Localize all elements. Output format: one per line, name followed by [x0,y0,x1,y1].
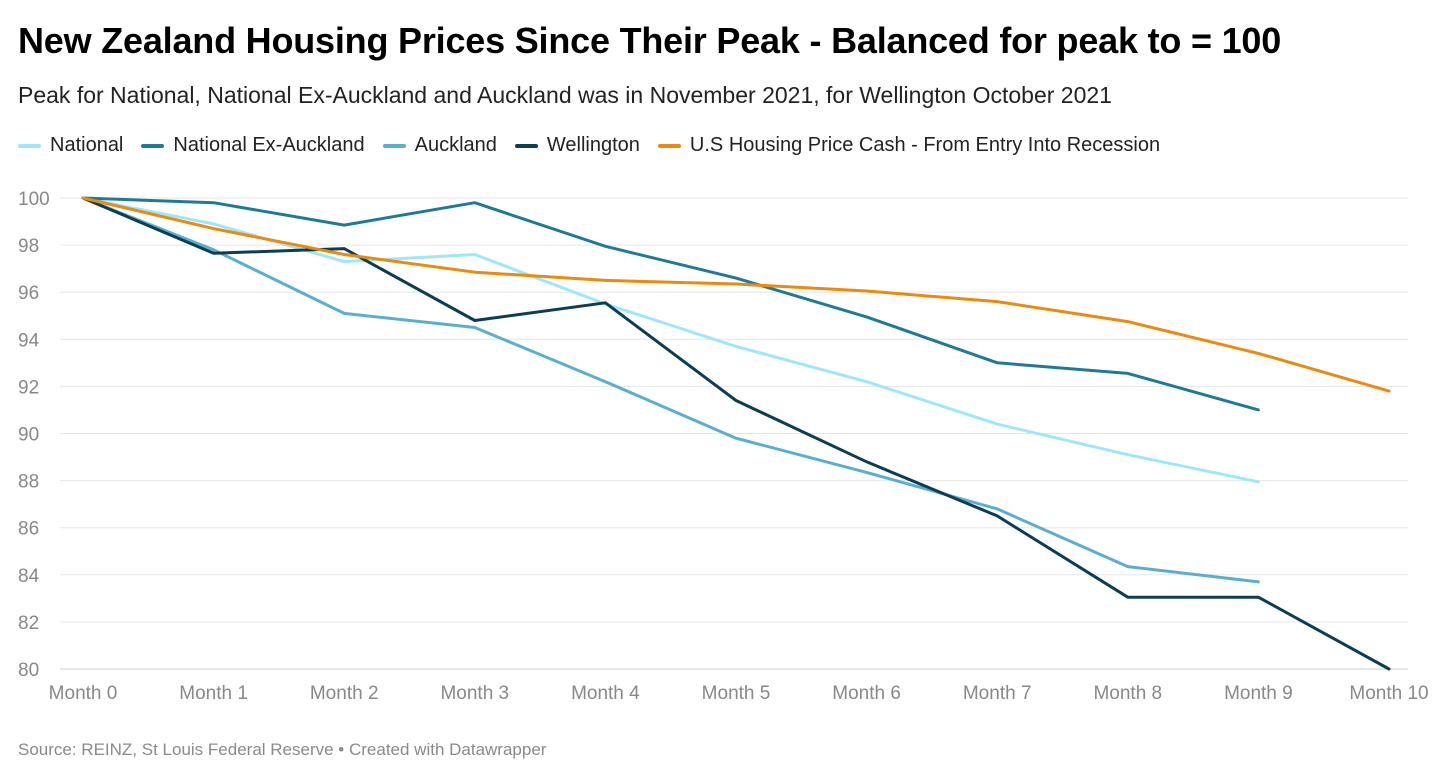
y-tick-label: 84 [18,566,40,587]
legend-label: Wellington [546,134,640,156]
legend-swatch [382,143,406,148]
series-line-auckland [81,196,1260,584]
series-lines [81,196,1391,671]
x-tick-label: Month 4 [571,683,640,704]
legend-swatch [18,143,41,148]
legend-item: Auckland [382,134,497,157]
legend-item: U.S Housing Price Cash - From Entry Into… [657,134,1161,157]
x-tick-label: Month 1 [179,683,248,704]
y-tick-label: 92 [18,377,39,398]
legend-label: Auckland [414,134,497,156]
x-tick-label: Month 7 [963,683,1032,704]
legend-label: National [50,134,124,156]
legend-item: National Ex-Auckland [141,134,365,157]
x-tick-label: Month 0 [49,683,118,704]
y-tick-label: 88 [18,472,39,493]
x-axis-ticks: Month 0 Month 1 Month 2 Month 3 Month 4 Month… [49,683,1429,704]
series-line-national [81,196,1260,484]
legend-label: National Ex-Auckland [173,134,365,156]
chart-title: New Zealand Housing Prices Since Their P… [18,20,1282,61]
chart-subtitle: Peak for National, National Ex-Auckland … [18,82,1112,108]
series-line-national-ex-auckland [81,196,1260,412]
y-tick-label: 98 [18,236,39,257]
x-tick-label: Month 8 [1093,683,1162,704]
legend: National National Ex-Auckland Auckland Well… [18,134,1178,157]
y-tick-label: 100 [18,189,50,210]
series-line-wellington [81,196,1391,671]
source-note: Source: REINZ, St Louis Federal Reserve … [18,740,547,759]
legend-item: Wellington [514,134,640,157]
y-tick-label: 94 [18,330,40,351]
legend-swatch [141,143,165,148]
x-tick-label: Month 6 [832,683,901,704]
legend-label: U.S Housing Price Cash - From Entry Into… [689,134,1161,156]
x-tick-label: Month 9 [1224,683,1293,704]
series-line-u-s-housing-price-cash-from-entry-into-recession [81,196,1391,393]
y-tick-label: 86 [18,519,39,540]
y-tick-label: 90 [18,425,39,446]
gridlines [60,197,1408,670]
legend-swatch [657,143,681,148]
legend-item: National [18,134,123,157]
y-axis-ticks: 80 82 84 86 88 90 92 94 96 98 100 [18,189,50,681]
x-tick-label: Month 3 [440,683,509,704]
y-tick-label: 82 [18,613,39,634]
y-tick-label: 80 [18,660,39,681]
legend-swatch [514,143,538,148]
y-tick-label: 96 [18,283,39,304]
x-tick-label: Month 5 [702,683,771,704]
x-tick-label: Month 10 [1349,683,1428,704]
x-tick-label: Month 2 [310,683,379,704]
